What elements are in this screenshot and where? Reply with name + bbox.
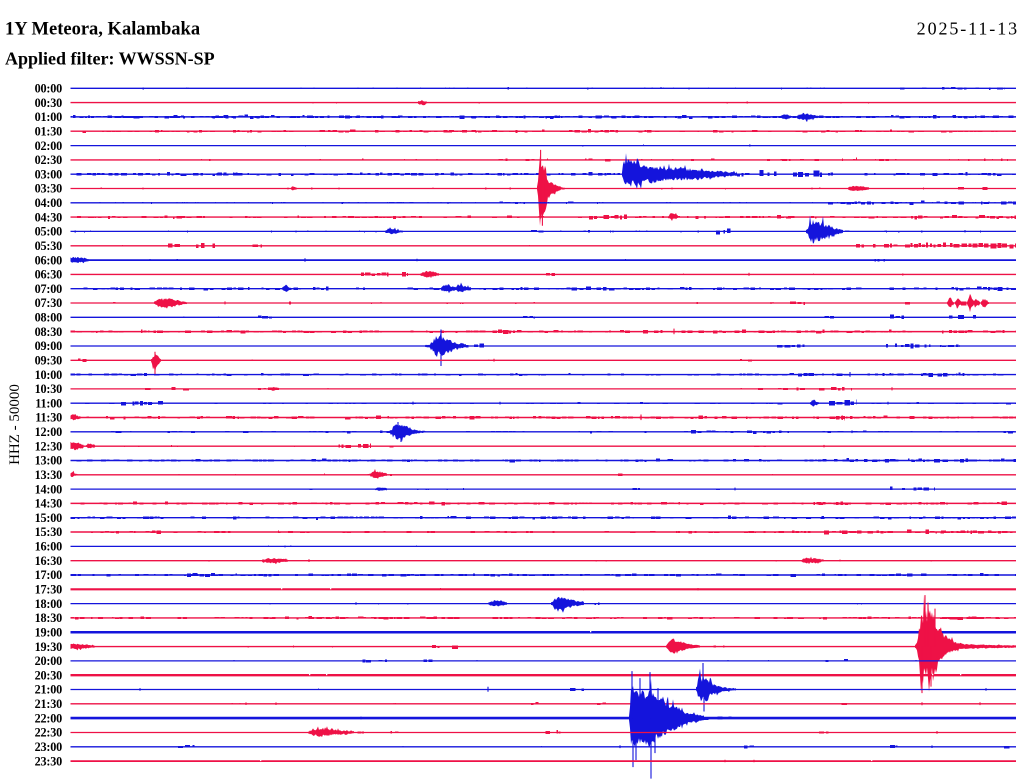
svg-text:00:30: 00:30 (35, 96, 63, 110)
svg-text:14:00: 14:00 (35, 482, 63, 496)
svg-text:16:00: 16:00 (35, 540, 63, 554)
svg-text:Applied filter: WWSSN-SP: Applied filter: WWSSN-SP (5, 49, 215, 69)
svg-text:10:30: 10:30 (35, 382, 63, 396)
svg-text:13:00: 13:00 (35, 454, 63, 468)
svg-text:05:00: 05:00 (35, 225, 63, 239)
svg-text:21:30: 21:30 (35, 697, 63, 711)
svg-text:03:30: 03:30 (35, 182, 63, 196)
svg-text:07:00: 07:00 (35, 282, 63, 296)
svg-text:12:00: 12:00 (35, 425, 63, 439)
svg-text:04:30: 04:30 (35, 210, 63, 224)
svg-text:23:30: 23:30 (35, 754, 63, 768)
svg-text:07:30: 07:30 (35, 296, 63, 310)
svg-text:20:30: 20:30 (35, 668, 63, 682)
svg-text:22:30: 22:30 (35, 726, 63, 740)
svg-text:10:00: 10:00 (35, 368, 63, 382)
svg-text:17:30: 17:30 (35, 583, 63, 597)
svg-text:00:00: 00:00 (35, 82, 63, 96)
svg-text:1Y Meteora, Kalambaka: 1Y Meteora, Kalambaka (5, 20, 200, 40)
svg-text:08:00: 08:00 (35, 311, 63, 325)
svg-text:04:00: 04:00 (35, 196, 63, 210)
svg-text:09:30: 09:30 (35, 354, 63, 368)
svg-text:15:00: 15:00 (35, 511, 63, 525)
svg-text:01:30: 01:30 (35, 124, 63, 138)
svg-text:18:00: 18:00 (35, 597, 63, 611)
svg-text:23:00: 23:00 (35, 740, 63, 754)
svg-text:06:00: 06:00 (35, 253, 63, 267)
svg-text:13:30: 13:30 (35, 468, 63, 482)
svg-text:03:00: 03:00 (35, 167, 63, 181)
svg-text:22:00: 22:00 (35, 711, 63, 725)
svg-text:02:00: 02:00 (35, 139, 63, 153)
svg-text:11:00: 11:00 (35, 396, 62, 410)
svg-text:HHZ - 50000: HHZ - 50000 (7, 384, 23, 465)
svg-text:12:30: 12:30 (35, 439, 63, 453)
svg-text:20:00: 20:00 (35, 654, 63, 668)
svg-text:08:30: 08:30 (35, 325, 63, 339)
svg-text:15:30: 15:30 (35, 525, 63, 539)
svg-text:19:30: 19:30 (35, 640, 63, 654)
svg-text:19:00: 19:00 (35, 626, 63, 640)
svg-text:2025-11-13: 2025-11-13 (917, 19, 1019, 39)
svg-text:09:00: 09:00 (35, 339, 63, 353)
svg-text:02:30: 02:30 (35, 153, 63, 167)
svg-text:06:30: 06:30 (35, 268, 63, 282)
svg-text:14:30: 14:30 (35, 497, 63, 511)
svg-text:21:00: 21:00 (35, 683, 63, 697)
svg-text:01:00: 01:00 (35, 110, 63, 124)
svg-text:16:30: 16:30 (35, 554, 63, 568)
svg-text:17:00: 17:00 (35, 568, 63, 582)
svg-text:18:30: 18:30 (35, 611, 63, 625)
svg-text:05:30: 05:30 (35, 239, 63, 253)
svg-text:11:30: 11:30 (35, 411, 62, 425)
